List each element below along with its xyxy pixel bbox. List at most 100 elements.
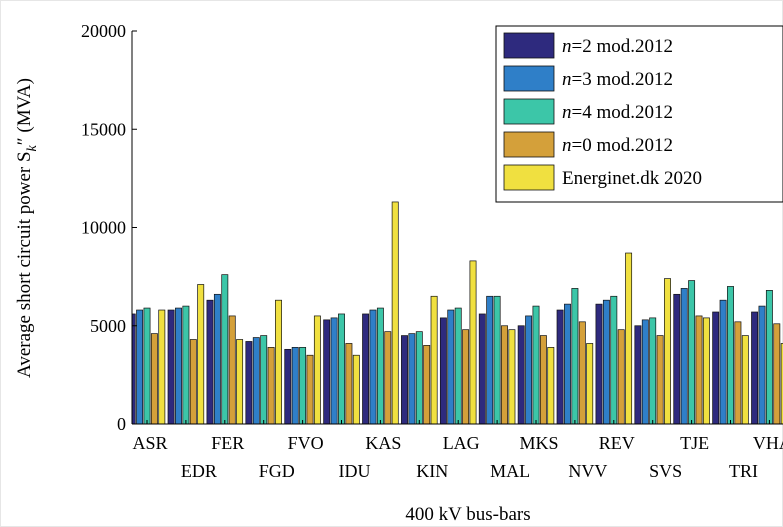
bar-kas-s3: [376, 307, 384, 425]
bar-tje-s3: [688, 280, 696, 425]
bar-lag-s5: [469, 260, 477, 425]
bar-mal-s4: [501, 325, 508, 425]
bar-fgd-s2: [252, 337, 260, 425]
bar-group: [132, 201, 783, 425]
x-axis-title: 400 kV bus-bars: [405, 504, 530, 525]
bar-fvo-s2: [291, 347, 299, 425]
x-tick-label-fgd: FGD: [259, 461, 295, 481]
bar-fer-s2: [213, 293, 221, 425]
x-tick-label-lag: LAG: [443, 433, 480, 453]
y-tick-label: 15000: [81, 119, 126, 139]
bar-idu-s3: [338, 313, 345, 425]
bar-kas-s2: [369, 309, 377, 425]
bar-tri-s4: [734, 321, 742, 425]
y-axis-title-main: Average short circuit power S: [14, 151, 35, 378]
bar-tri-s3: [727, 286, 734, 425]
bar-fgd-s3: [260, 335, 268, 425]
bar-edr-s5: [197, 284, 205, 425]
bar-lag-s3: [454, 307, 462, 425]
bar-svs-s1: [634, 325, 642, 425]
bar-svs-s3: [649, 317, 657, 425]
bar-nvv-s3: [571, 288, 579, 425]
bar-fvo-s1: [284, 348, 292, 425]
y-tick-label: 5000: [90, 316, 126, 336]
bar-fgd-s5: [275, 299, 282, 425]
bar-kin-s1: [401, 335, 408, 425]
bar-lag-s4: [462, 329, 470, 425]
x-tick-label-rev: REV: [599, 433, 635, 453]
bar-idu-s1: [323, 319, 331, 425]
x-tick-label-tje: TJE: [680, 433, 709, 453]
bar-vha-s3: [765, 290, 773, 425]
bar-fgd-s4: [267, 347, 275, 425]
bar-tje-s2: [680, 288, 688, 425]
bar-mal-s5: [508, 329, 516, 425]
bar-kas-s1: [362, 313, 370, 425]
bar-lag-s2: [447, 309, 455, 425]
bar-kin-s3: [415, 331, 423, 425]
bar-idu-s4: [345, 343, 353, 425]
bar-mks-s4: [539, 335, 547, 425]
bar-tri-s2: [719, 299, 727, 425]
bar-mks-s2: [525, 315, 533, 425]
bar-vha-s2: [758, 305, 766, 425]
bar-fgd-s1: [245, 341, 253, 425]
x-tick-label-kin: KIN: [416, 461, 448, 481]
bar-fer-s1: [206, 299, 214, 425]
bar-edr-s2: [175, 307, 182, 425]
x-tick-label-edr: EDR: [181, 461, 217, 481]
bar-mal-s2: [486, 295, 494, 425]
legend-swatch-5: [503, 164, 555, 191]
bar-edr-s4: [189, 339, 197, 425]
bar-edr-s3: [182, 305, 190, 425]
bar-svs-s5: [664, 278, 671, 425]
bar-vha-s5: [780, 343, 783, 425]
bar-rev-s3: [610, 295, 618, 425]
bar-mks-s5: [547, 347, 555, 425]
legend-label-4: n=0 mod.2012: [562, 135, 673, 156]
legend-label-2: n=3 mod.2012: [562, 69, 673, 90]
y-axis-title-subscript: k: [25, 144, 40, 151]
bar-mal-s3: [493, 295, 501, 425]
bar-svs-s4: [656, 335, 664, 425]
bar-nvv-s4: [578, 321, 586, 425]
bar-mks-s1: [517, 325, 525, 425]
bar-rev-s1: [595, 303, 603, 425]
x-tick-label-fvo: FVO: [288, 433, 324, 453]
legend-swatch-4: [503, 131, 555, 158]
bar-svs-s2: [641, 319, 649, 425]
x-ticks: ASR EDR FER FGD FVO IDU KAS KIN LAG MAL MKS NVV REV S…: [132, 420, 783, 481]
bar-fvo-s4: [306, 354, 314, 425]
x-tick-label-svs: SVS: [649, 461, 682, 481]
bar-kin-s2: [408, 333, 416, 425]
x-tick-label-mal: MAL: [490, 461, 530, 481]
bar-lag-s1: [439, 317, 447, 425]
x-tick-label-vha: VHA: [753, 433, 783, 453]
x-tick-label-kas: KAS: [365, 433, 401, 453]
legend-swatch-1: [503, 32, 555, 59]
x-tick-label-tri: TRI: [729, 461, 758, 481]
y-ticks: 0 5000 10000 15000 20000: [81, 21, 137, 434]
bar-asr-s3: [143, 307, 151, 425]
bar-asr-s2: [136, 309, 144, 425]
bar-fer-s5: [236, 339, 244, 425]
bar-vha-s1: [751, 311, 759, 425]
bar-mks-s3: [532, 305, 540, 425]
y-tick-label: 20000: [81, 21, 126, 41]
bar-kas-s5: [391, 201, 399, 425]
bar-idu-s2: [330, 317, 338, 425]
y-axis-title-suffix: ″ (MVA): [14, 78, 35, 145]
bar-rev-s4: [617, 329, 625, 425]
x-tick-label-fer: FER: [211, 433, 244, 453]
x-tick-label-mks: MKS: [519, 433, 558, 453]
bar-tje-s1: [673, 293, 681, 425]
bar-tje-s5: [702, 317, 710, 425]
legend-label-1: n=2 mod.2012: [562, 36, 673, 57]
bar-kas-s4: [384, 331, 392, 425]
bar-tri-s1: [712, 311, 720, 425]
bar-nvv-s2: [564, 303, 571, 425]
bar-vha-s4: [773, 323, 781, 425]
bar-fer-s3: [221, 274, 229, 425]
x-tick-label-asr: ASR: [132, 433, 167, 453]
